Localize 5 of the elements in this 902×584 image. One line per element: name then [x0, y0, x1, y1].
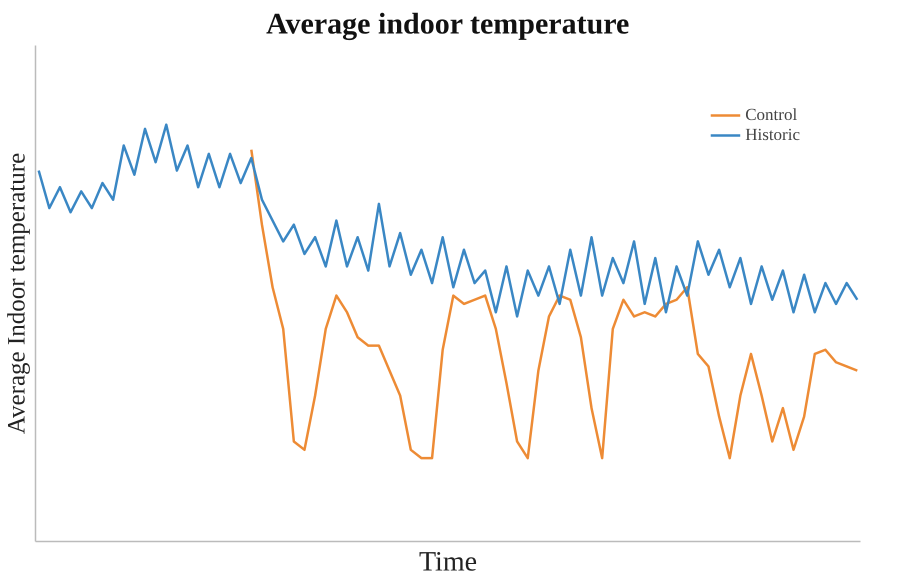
legend-label: Historic — [745, 125, 800, 145]
x-axis-title: Time — [418, 546, 478, 578]
legend-label: Control — [745, 105, 798, 125]
chart-title: Average indoor temperature — [266, 8, 630, 40]
y-axis-title: Average Indoor temperature — [4, 152, 30, 434]
